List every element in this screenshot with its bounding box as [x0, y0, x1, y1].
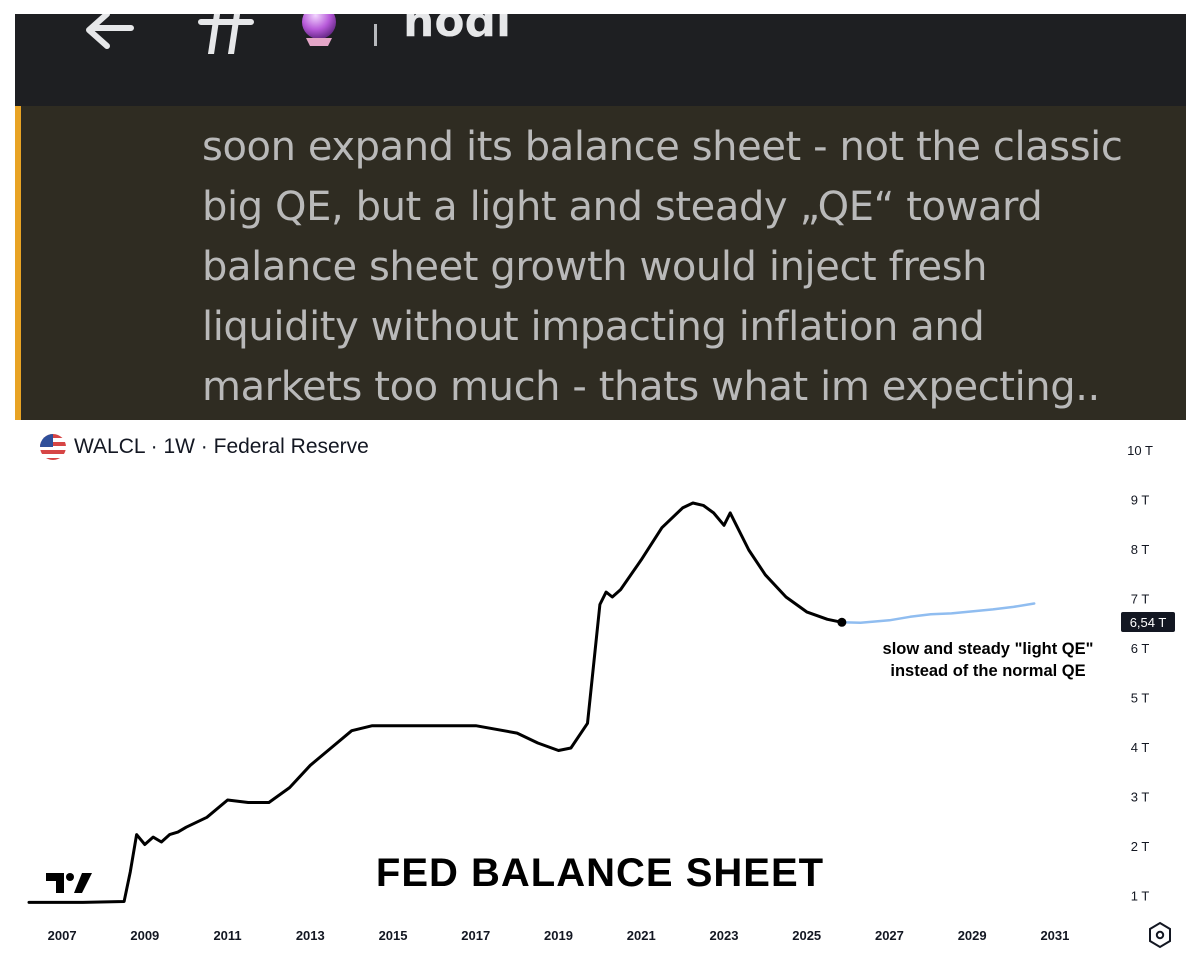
channel-name[interactable]: hodl: [403, 14, 512, 47]
y-tick-label: 6 T: [1131, 641, 1150, 656]
quote-line: balance sheet growth would inject fresh: [202, 244, 988, 290]
y-tick-label: 10 T: [1127, 443, 1153, 458]
y-tick-label: 8 T: [1131, 542, 1150, 557]
chart-settings-icon[interactable]: [1149, 921, 1171, 949]
back-arrow-icon[interactable]: [81, 14, 141, 54]
quote-line: big QE, but a light and steady „QE“ towa…: [202, 184, 1043, 230]
channel-header: hodl: [15, 14, 1186, 106]
x-tick-label: 2015: [379, 928, 408, 943]
annotation-line: instead of the normal QE: [890, 662, 1085, 680]
x-tick-label: 2017: [461, 928, 490, 943]
x-tick-label: 2011: [213, 928, 241, 943]
x-tick-label: 2021: [627, 928, 656, 943]
y-tick-label: 5 T: [1131, 691, 1150, 706]
y-tick-label: 1 T: [1131, 889, 1150, 904]
tradingview-logo-icon: [46, 873, 92, 893]
quoted-message: soon expand its balance sheet - not the …: [15, 106, 1186, 420]
y-axis: 10 T 9 T 8 T 7 T 6 T 5 T 4 T 3 T 2 T 1 T: [1127, 443, 1153, 904]
current-value-dot: [837, 617, 847, 627]
x-tick-label: 2031: [1040, 928, 1069, 943]
y-tick-label: 9 T: [1131, 493, 1150, 508]
x-tick-label: 2013: [296, 928, 325, 943]
quote-line: soon expand its balance sheet - not the …: [202, 124, 1123, 170]
x-tick-label: 2023: [710, 928, 739, 943]
x-axis: 2007 2009 2011 2013 2015 2017 2019 2021 2023 2025…: [48, 928, 1070, 943]
quote-line: markets too much - thats what im expecti…: [202, 364, 1100, 410]
quote-line: liquidity without impacting inflation an…: [202, 304, 985, 350]
y-tick-label: 3 T: [1131, 790, 1150, 805]
series-line-actual: [27, 501, 844, 904]
y-tick-label: 4 T: [1131, 740, 1150, 755]
y-tick-label: 7 T: [1131, 592, 1150, 607]
current-value-badge: [1121, 612, 1175, 632]
x-tick-label: 2007: [48, 928, 77, 943]
us-flag-icon: [40, 434, 66, 460]
chart-symbol-title: WALCL · 1W · Federal Reserve: [74, 435, 369, 458]
x-tick-label: 2025: [792, 928, 821, 943]
annotation-line: slow and steady "light QE": [883, 640, 1094, 658]
crystal-ball-icon: [302, 14, 336, 46]
x-tick-label: 2009: [130, 928, 159, 943]
x-tick-label: 2029: [958, 928, 987, 943]
current-value-label: 6,54 T: [1130, 615, 1167, 630]
chart-title: FED BALANCE SHEET: [376, 851, 824, 895]
chart-header: WALCL · 1W · Federal Reserve: [40, 432, 369, 462]
hash-icon: [198, 14, 254, 54]
x-tick-label: 2019: [544, 928, 573, 943]
header-divider: [374, 24, 377, 46]
x-tick-label: 2027: [875, 928, 904, 943]
series-layer: [27, 501, 1036, 904]
series-line-projection: [840, 602, 1036, 625]
y-tick-label: 2 T: [1131, 839, 1150, 854]
quote-accent-bar: [15, 106, 21, 420]
